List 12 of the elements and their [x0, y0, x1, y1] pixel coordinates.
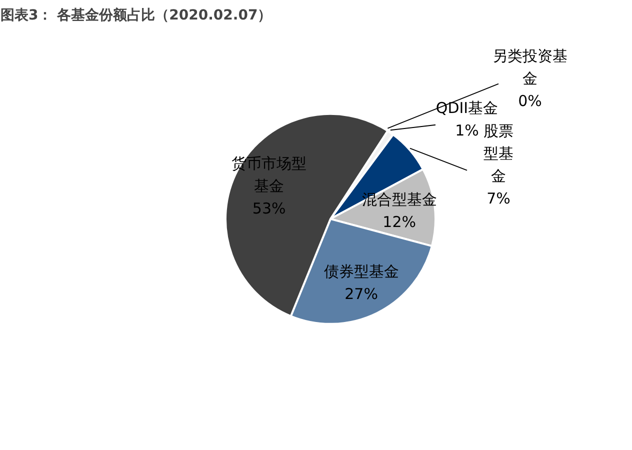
slice-label: QDII基金: [436, 99, 498, 118]
slice-label: 混合型基金: [362, 190, 437, 208]
data-label: 7%: [486, 190, 510, 208]
data-label: 53%: [252, 199, 286, 218]
text: 0%: [518, 92, 542, 110]
slice-label: 股票型基金: [484, 122, 514, 186]
category-label: 另类投资基金: [492, 46, 568, 88]
chart-title: 图表3： 各基金份额占比（2020.02.07）: [0, 6, 272, 24]
data-label: 1%: [455, 122, 479, 140]
data-label: 27%: [344, 285, 378, 304]
data-label: 12%: [382, 212, 416, 231]
slice-label: 债券型基金: [324, 262, 399, 281]
